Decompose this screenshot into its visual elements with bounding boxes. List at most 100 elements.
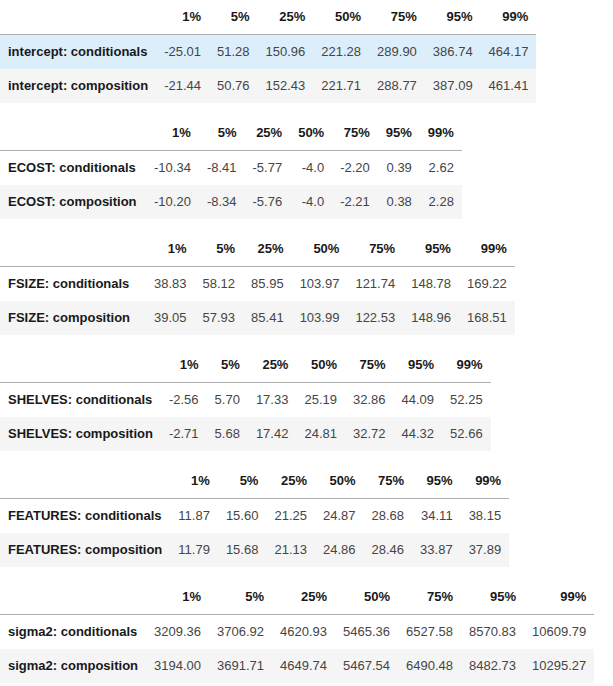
value-cell: 10609.79 <box>524 615 594 650</box>
value-cell: 85.41 <box>243 301 292 335</box>
table-row: ECOST: composition-10.20-8.34-5.76-4.0-2… <box>0 185 462 219</box>
value-cell: 0.39 <box>378 151 420 186</box>
value-cell: 2.62 <box>420 151 462 186</box>
row-label: ECOST: conditionals <box>0 151 146 186</box>
value-cell: 221.71 <box>313 69 369 103</box>
value-cell: 38.15 <box>461 499 510 534</box>
percentile-table-shelves: 1%5%25%50%75%95%99% SHELVES: conditional… <box>0 348 491 451</box>
value-cell: 58.12 <box>195 267 244 302</box>
percentile-header: 5% <box>209 0 258 35</box>
row-label: FSIZE: conditionals <box>0 267 146 302</box>
percentile-header: 75% <box>347 232 403 267</box>
value-cell: 387.09 <box>425 69 481 103</box>
percentile-table-fsize: 1%5%25%50%75%95%99% FSIZE: conditionals3… <box>0 232 515 335</box>
value-cell: 152.43 <box>258 69 314 103</box>
percentile-header: 1% <box>156 0 209 35</box>
value-cell: 8482.73 <box>461 649 524 683</box>
table-row: intercept: composition-21.4450.76152.432… <box>0 69 536 103</box>
percentile-header: 5% <box>207 348 248 383</box>
percentile-header: 99% <box>461 464 510 499</box>
value-cell: 169.22 <box>459 267 515 302</box>
value-cell: 5465.36 <box>335 615 398 650</box>
percentile-header-row: 1%5%25%50%75%95%99% <box>0 580 594 615</box>
percentile-header: 75% <box>369 0 425 35</box>
value-cell: -10.20 <box>146 185 199 219</box>
value-cell: 5.68 <box>207 417 248 451</box>
value-cell: 34.11 <box>412 499 461 534</box>
row-label: SHELVES: conditionals <box>0 383 161 418</box>
row-label: SHELVES: composition <box>0 417 161 451</box>
value-cell: 39.05 <box>146 301 195 335</box>
value-cell: -5.77 <box>245 151 291 186</box>
value-cell: 6490.48 <box>398 649 461 683</box>
value-cell: 6527.58 <box>398 615 461 650</box>
value-cell: 10295.27 <box>524 649 594 683</box>
value-cell: 25.19 <box>296 383 345 418</box>
value-cell: 150.96 <box>258 35 314 70</box>
corner-cell <box>0 232 146 267</box>
value-cell: -8.34 <box>199 185 245 219</box>
percentile-header: 50% <box>335 580 398 615</box>
value-cell: -10.34 <box>146 151 199 186</box>
percentile-header: 95% <box>394 348 443 383</box>
percentile-table-features: 1%5%25%50%75%95%99% FEATURES: conditiona… <box>0 464 509 567</box>
table-row: sigma2: conditionals3209.363706.924620.9… <box>0 615 594 650</box>
percentile-header: 5% <box>218 464 267 499</box>
percentile-header: 5% <box>209 580 272 615</box>
value-cell: 148.96 <box>403 301 459 335</box>
value-cell: -2.71 <box>161 417 207 451</box>
value-cell: 33.87 <box>412 533 461 567</box>
percentile-header: 75% <box>332 116 378 151</box>
table-row: ECOST: conditionals-10.34-8.41-5.77-4.0-… <box>0 151 462 186</box>
value-cell: 85.95 <box>243 267 292 302</box>
value-cell: -2.56 <box>161 383 207 418</box>
table-row: FEATURES: composition11.7915.6821.1324.8… <box>0 533 509 567</box>
value-cell: 386.74 <box>425 35 481 70</box>
corner-cell <box>0 116 146 151</box>
row-label: FSIZE: composition <box>0 301 146 335</box>
percentile-header: 5% <box>195 232 244 267</box>
value-cell: 103.99 <box>292 301 348 335</box>
corner-cell <box>0 0 156 35</box>
value-cell: 32.72 <box>345 417 394 451</box>
percentile-header: 25% <box>272 580 335 615</box>
percentile-tables-output: 1%5%25%50%75%95%99% intercept: condition… <box>0 0 613 683</box>
percentile-header-row: 1%5%25%50%75%95%99% <box>0 232 515 267</box>
value-cell: 38.83 <box>146 267 195 302</box>
value-cell: 4620.93 <box>272 615 335 650</box>
value-cell: 24.87 <box>315 499 364 534</box>
value-cell: 3194.00 <box>146 649 209 683</box>
row-label: FEATURES: composition <box>0 533 170 567</box>
percentile-header: 25% <box>248 348 297 383</box>
value-cell: -8.41 <box>199 151 245 186</box>
value-cell: 52.66 <box>442 417 491 451</box>
value-cell: -4.0 <box>290 151 332 186</box>
percentile-header: 1% <box>170 464 218 499</box>
value-cell: -25.01 <box>156 35 209 70</box>
percentile-header: 25% <box>245 116 291 151</box>
value-cell: 8570.83 <box>461 615 524 650</box>
table-row: FEATURES: conditionals11.8715.6021.2524.… <box>0 499 509 534</box>
value-cell: 11.79 <box>170 533 218 567</box>
table-row-highlighted: intercept: conditionals-25.0151.28150.96… <box>0 35 536 70</box>
percentile-header-row: 1%5%25%50%75%95%99% <box>0 0 536 35</box>
value-cell: -21.44 <box>156 69 209 103</box>
value-cell: 24.86 <box>315 533 364 567</box>
value-cell: 5.70 <box>207 383 248 418</box>
corner-cell <box>0 464 170 499</box>
row-label: intercept: conditionals <box>0 35 156 70</box>
row-label: intercept: composition <box>0 69 156 103</box>
percentile-header: 5% <box>199 116 245 151</box>
row-label: sigma2: composition <box>0 649 146 683</box>
percentile-header: 1% <box>146 116 199 151</box>
value-cell: 21.13 <box>266 533 315 567</box>
value-cell: -4.0 <box>290 185 332 219</box>
value-cell: 51.28 <box>209 35 258 70</box>
value-cell: 3209.36 <box>146 615 209 650</box>
value-cell: 122.53 <box>347 301 403 335</box>
percentile-header: 99% <box>481 0 537 35</box>
value-cell: 0.38 <box>378 185 420 219</box>
value-cell: 37.89 <box>461 533 510 567</box>
value-cell: 17.33 <box>248 383 297 418</box>
table-row: FSIZE: conditionals38.8358.1285.95103.97… <box>0 267 515 302</box>
